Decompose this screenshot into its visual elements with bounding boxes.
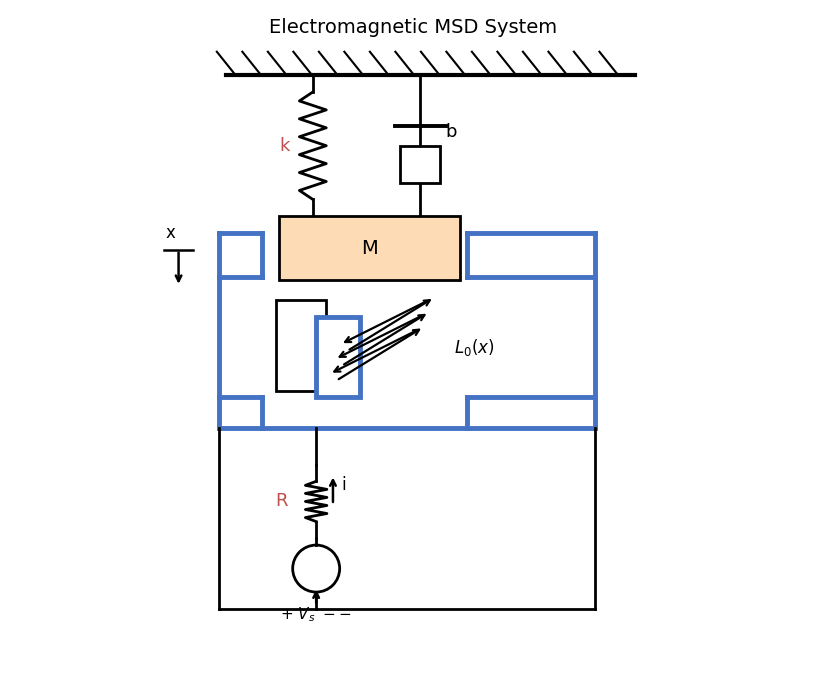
Text: x: x (165, 224, 175, 242)
Text: Electromagnetic MSD System: Electromagnetic MSD System (270, 18, 557, 37)
Text: $+\ V_s\ -\!-$: $+\ V_s\ -\!-$ (280, 605, 352, 624)
Bar (280, 216, 461, 280)
Text: i: i (342, 476, 347, 493)
Text: k: k (279, 137, 289, 155)
Bar (400, 146, 440, 183)
Bar (316, 317, 360, 398)
Bar (276, 300, 326, 391)
Text: b: b (446, 123, 457, 142)
Text: R: R (275, 493, 288, 510)
Text: $L_0(x)$: $L_0(x)$ (454, 336, 495, 358)
Text: M: M (361, 239, 378, 257)
